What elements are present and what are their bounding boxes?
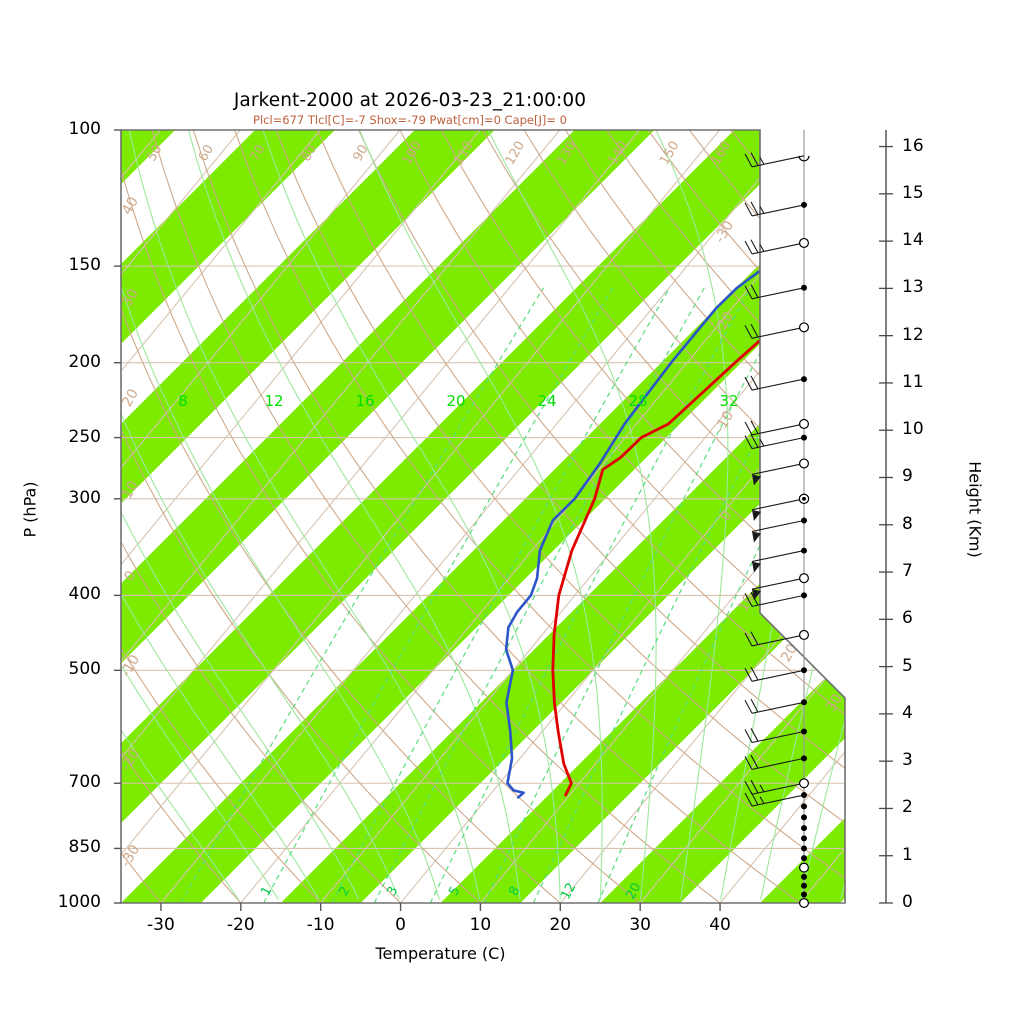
- pressure-tick: 500: [68, 659, 101, 680]
- pressure-tick: 200: [68, 351, 101, 372]
- chart-label: 20: [119, 386, 142, 409]
- height-tick: 0: [902, 892, 913, 912]
- dewpoint-trace: [504, 135, 845, 799]
- chart-label: 32: [719, 392, 738, 410]
- chart-label: 70: [247, 142, 268, 164]
- page-title: Jarkent-2000 at 2026-03-23_21:00:00: [233, 90, 587, 111]
- temperature-tick: 10: [469, 915, 492, 935]
- chart-subtitle: Plcl=677 Tlcl[C]=-7 Shox=-79 Pwat[cm]=0 …: [253, 113, 567, 127]
- height-tick: 5: [902, 655, 913, 676]
- temperature-tick: 0: [395, 915, 406, 935]
- height-tick: 4: [902, 702, 913, 723]
- chart-label: 8: [178, 392, 188, 410]
- pressure-tick: 700: [68, 772, 101, 793]
- height-tick: 2: [902, 797, 913, 818]
- chart-background: [121, 130, 845, 903]
- x-axis-title: Temperature (C): [375, 944, 506, 963]
- height-tick: 8: [902, 513, 913, 534]
- height-tick: 12: [902, 324, 924, 345]
- pressure-tick: 400: [68, 584, 101, 605]
- height-tick: 15: [902, 182, 924, 203]
- chart-label: 20: [623, 881, 644, 903]
- pressure-tick: 300: [68, 487, 101, 508]
- pressure-tick: 1000: [57, 892, 101, 912]
- x-axis-ticks: [160, 903, 721, 911]
- chart-label: 10: [735, 591, 758, 614]
- height-tick: 14: [902, 230, 924, 251]
- wind-barb-column: [744, 130, 810, 908]
- height-tick: 11: [902, 371, 924, 392]
- chart-label: 28: [628, 392, 647, 410]
- chart-label: 30: [119, 286, 142, 309]
- temperature-tick: -30: [147, 915, 175, 935]
- temperature-tick: -20: [226, 915, 255, 935]
- chart-label: 12: [264, 392, 283, 410]
- chart-label: 60: [196, 142, 217, 164]
- chart-label: 16: [355, 392, 374, 410]
- pressure-tick: 100: [68, 119, 101, 139]
- height-tick: 3: [902, 750, 913, 771]
- temperature-tick: 30: [629, 915, 651, 935]
- height-tick: 1: [902, 844, 913, 865]
- chart-label: 10: [119, 478, 142, 501]
- height-tick: 13: [902, 277, 924, 298]
- height-tick: 10: [902, 419, 924, 440]
- isotherm-lines: [121, 130, 845, 903]
- shaded-bands: [121, 130, 845, 903]
- chart-label: 12: [558, 881, 579, 903]
- chart-label: 20: [446, 392, 465, 410]
- chart-label: 24: [537, 392, 556, 410]
- pressure-tick: 850: [68, 837, 101, 858]
- height-tick: 16: [902, 135, 924, 156]
- temperature-tick: 40: [709, 915, 731, 935]
- chart-label: 40: [119, 194, 142, 217]
- chart-label: 90: [350, 142, 371, 164]
- y-axis-ticks: [114, 129, 121, 904]
- height-tick: 7: [902, 561, 913, 582]
- pressure-tick: 150: [68, 255, 101, 276]
- chart-label: 50: [144, 142, 165, 164]
- height-tick: 9: [902, 466, 913, 487]
- chart-label: 80: [299, 142, 320, 164]
- chart-label: 30: [823, 691, 846, 714]
- pressure-tick: 250: [68, 426, 101, 447]
- height-tick: 6: [902, 608, 913, 629]
- temperature-tick: 20: [549, 915, 572, 935]
- height-axis: [879, 130, 893, 904]
- temperature-tick: -10: [306, 915, 335, 935]
